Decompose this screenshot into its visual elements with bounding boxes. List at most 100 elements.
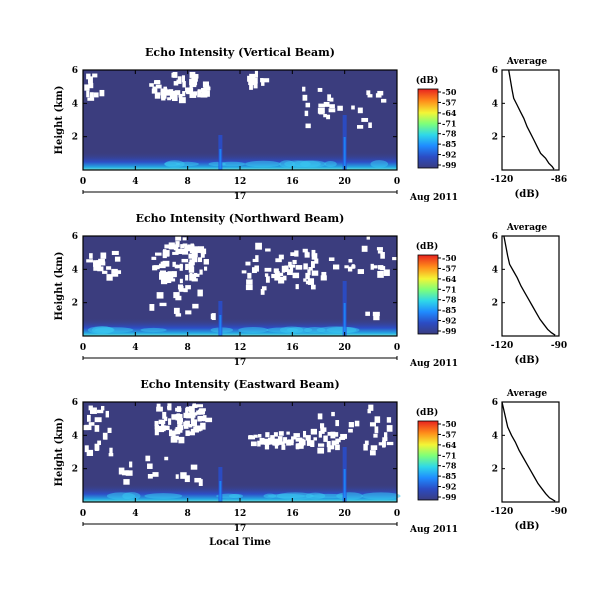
no-data-gap bbox=[383, 432, 388, 438]
no-data-gap bbox=[264, 273, 269, 277]
date-label: 17 bbox=[234, 358, 247, 368]
no-data-gap bbox=[327, 94, 332, 102]
no-data-gap bbox=[307, 278, 315, 285]
no-data-gap bbox=[292, 259, 297, 265]
no-data-gap bbox=[188, 253, 193, 259]
no-data-gap bbox=[154, 420, 159, 427]
no-data-gap bbox=[90, 407, 97, 414]
no-data-gap bbox=[310, 284, 316, 290]
no-data-gap bbox=[278, 254, 284, 260]
no-data-gap bbox=[94, 443, 100, 451]
no-data-gap bbox=[202, 415, 207, 422]
colorbar-tick-label: -50 bbox=[442, 87, 457, 97]
no-data-gap bbox=[172, 94, 178, 102]
no-data-gap bbox=[84, 84, 90, 91]
no-data-gap bbox=[254, 77, 258, 84]
no-data-gap bbox=[192, 303, 199, 309]
no-data-gap bbox=[329, 104, 335, 109]
convective-echo-core bbox=[343, 469, 346, 502]
no-data-gap bbox=[283, 437, 288, 444]
no-data-gap bbox=[189, 71, 196, 78]
no-data-gap bbox=[310, 440, 315, 448]
no-data-gap bbox=[107, 427, 112, 433]
echo-patch bbox=[370, 160, 389, 168]
no-data-gap bbox=[173, 307, 180, 314]
no-data-gap bbox=[163, 86, 167, 93]
convective-echo-core bbox=[343, 303, 346, 336]
no-data-gap bbox=[335, 420, 340, 427]
no-data-gap bbox=[97, 266, 104, 272]
no-data-gap bbox=[194, 273, 200, 277]
echo-patch bbox=[218, 161, 246, 167]
colorbar-tick-label: -78 bbox=[442, 129, 457, 139]
echo-patch bbox=[164, 160, 185, 168]
no-data-gap bbox=[95, 447, 99, 451]
no-data-gap bbox=[188, 431, 195, 436]
no-data-gap bbox=[175, 241, 180, 248]
no-data-gap bbox=[271, 273, 275, 279]
no-data-gap bbox=[274, 271, 280, 275]
no-data-gap bbox=[248, 79, 256, 86]
no-data-gap bbox=[185, 408, 189, 415]
colorbar-tick-label: -85 bbox=[442, 471, 456, 481]
colorbar-tick-label: -85 bbox=[442, 139, 456, 149]
month-label: Aug 2011 bbox=[409, 525, 458, 535]
no-data-gap bbox=[170, 90, 178, 98]
no-data-gap bbox=[151, 256, 157, 260]
panel-vertical-beam: Echo Intensity (Vertical Beam) Height (k… bbox=[54, 46, 567, 203]
no-data-gap bbox=[260, 288, 265, 295]
no-data-gap bbox=[374, 426, 379, 434]
no-data-gap bbox=[153, 80, 161, 85]
no-data-gap bbox=[364, 440, 369, 446]
no-data-gap bbox=[356, 125, 364, 129]
no-data-gap bbox=[108, 453, 114, 457]
no-data-gap bbox=[114, 256, 121, 262]
x-tick-label: 16 bbox=[286, 509, 299, 519]
y-axis-label: Height (km) bbox=[54, 252, 65, 321]
no-data-gap bbox=[156, 292, 164, 299]
no-data-gap bbox=[314, 258, 319, 264]
no-data-gap bbox=[317, 87, 323, 92]
no-data-gap bbox=[300, 438, 305, 445]
no-data-gap bbox=[169, 92, 174, 100]
no-data-gap bbox=[289, 265, 294, 272]
no-data-gap bbox=[152, 265, 158, 271]
y-tick-label: 4 bbox=[72, 431, 78, 441]
no-data-gap bbox=[185, 274, 189, 281]
no-data-gap bbox=[292, 272, 300, 279]
no-data-gap bbox=[252, 258, 259, 263]
profile-title: Average bbox=[506, 389, 547, 399]
no-data-gap bbox=[181, 248, 189, 255]
no-data-gap bbox=[154, 424, 159, 430]
no-data-gap bbox=[317, 447, 325, 454]
convective-echo-core bbox=[219, 149, 222, 170]
no-data-gap bbox=[255, 255, 259, 262]
no-data-gap bbox=[259, 437, 265, 445]
no-data-gap bbox=[369, 450, 376, 456]
no-data-gap bbox=[290, 252, 296, 257]
x-tick-label: 8 bbox=[185, 509, 191, 519]
profile-y-tick-label: 2 bbox=[492, 465, 498, 475]
no-data-gap bbox=[348, 422, 354, 428]
no-data-gap bbox=[305, 123, 311, 129]
no-data-gap bbox=[198, 246, 205, 253]
profile-line bbox=[508, 69, 555, 170]
no-data-gap bbox=[287, 439, 294, 444]
no-data-gap bbox=[181, 258, 189, 263]
no-data-gap bbox=[178, 93, 183, 98]
no-data-gap bbox=[258, 434, 262, 438]
no-data-gap bbox=[267, 437, 273, 443]
x-tick-label: 16 bbox=[286, 343, 299, 353]
y-tick-label: 2 bbox=[72, 299, 78, 309]
panel-title: Echo Intensity (Eastward Beam) bbox=[140, 378, 339, 391]
date-label: 17 bbox=[234, 524, 247, 534]
no-data-gap bbox=[311, 270, 319, 276]
no-data-gap bbox=[273, 432, 278, 437]
no-data-gap bbox=[273, 268, 279, 273]
no-data-gap bbox=[86, 73, 91, 80]
profile-y-tick-label: 4 bbox=[492, 99, 498, 109]
no-data-gap bbox=[274, 440, 279, 447]
x-tick-label: 12 bbox=[234, 343, 247, 353]
no-data-gap bbox=[162, 260, 170, 267]
no-data-gap bbox=[181, 75, 185, 83]
